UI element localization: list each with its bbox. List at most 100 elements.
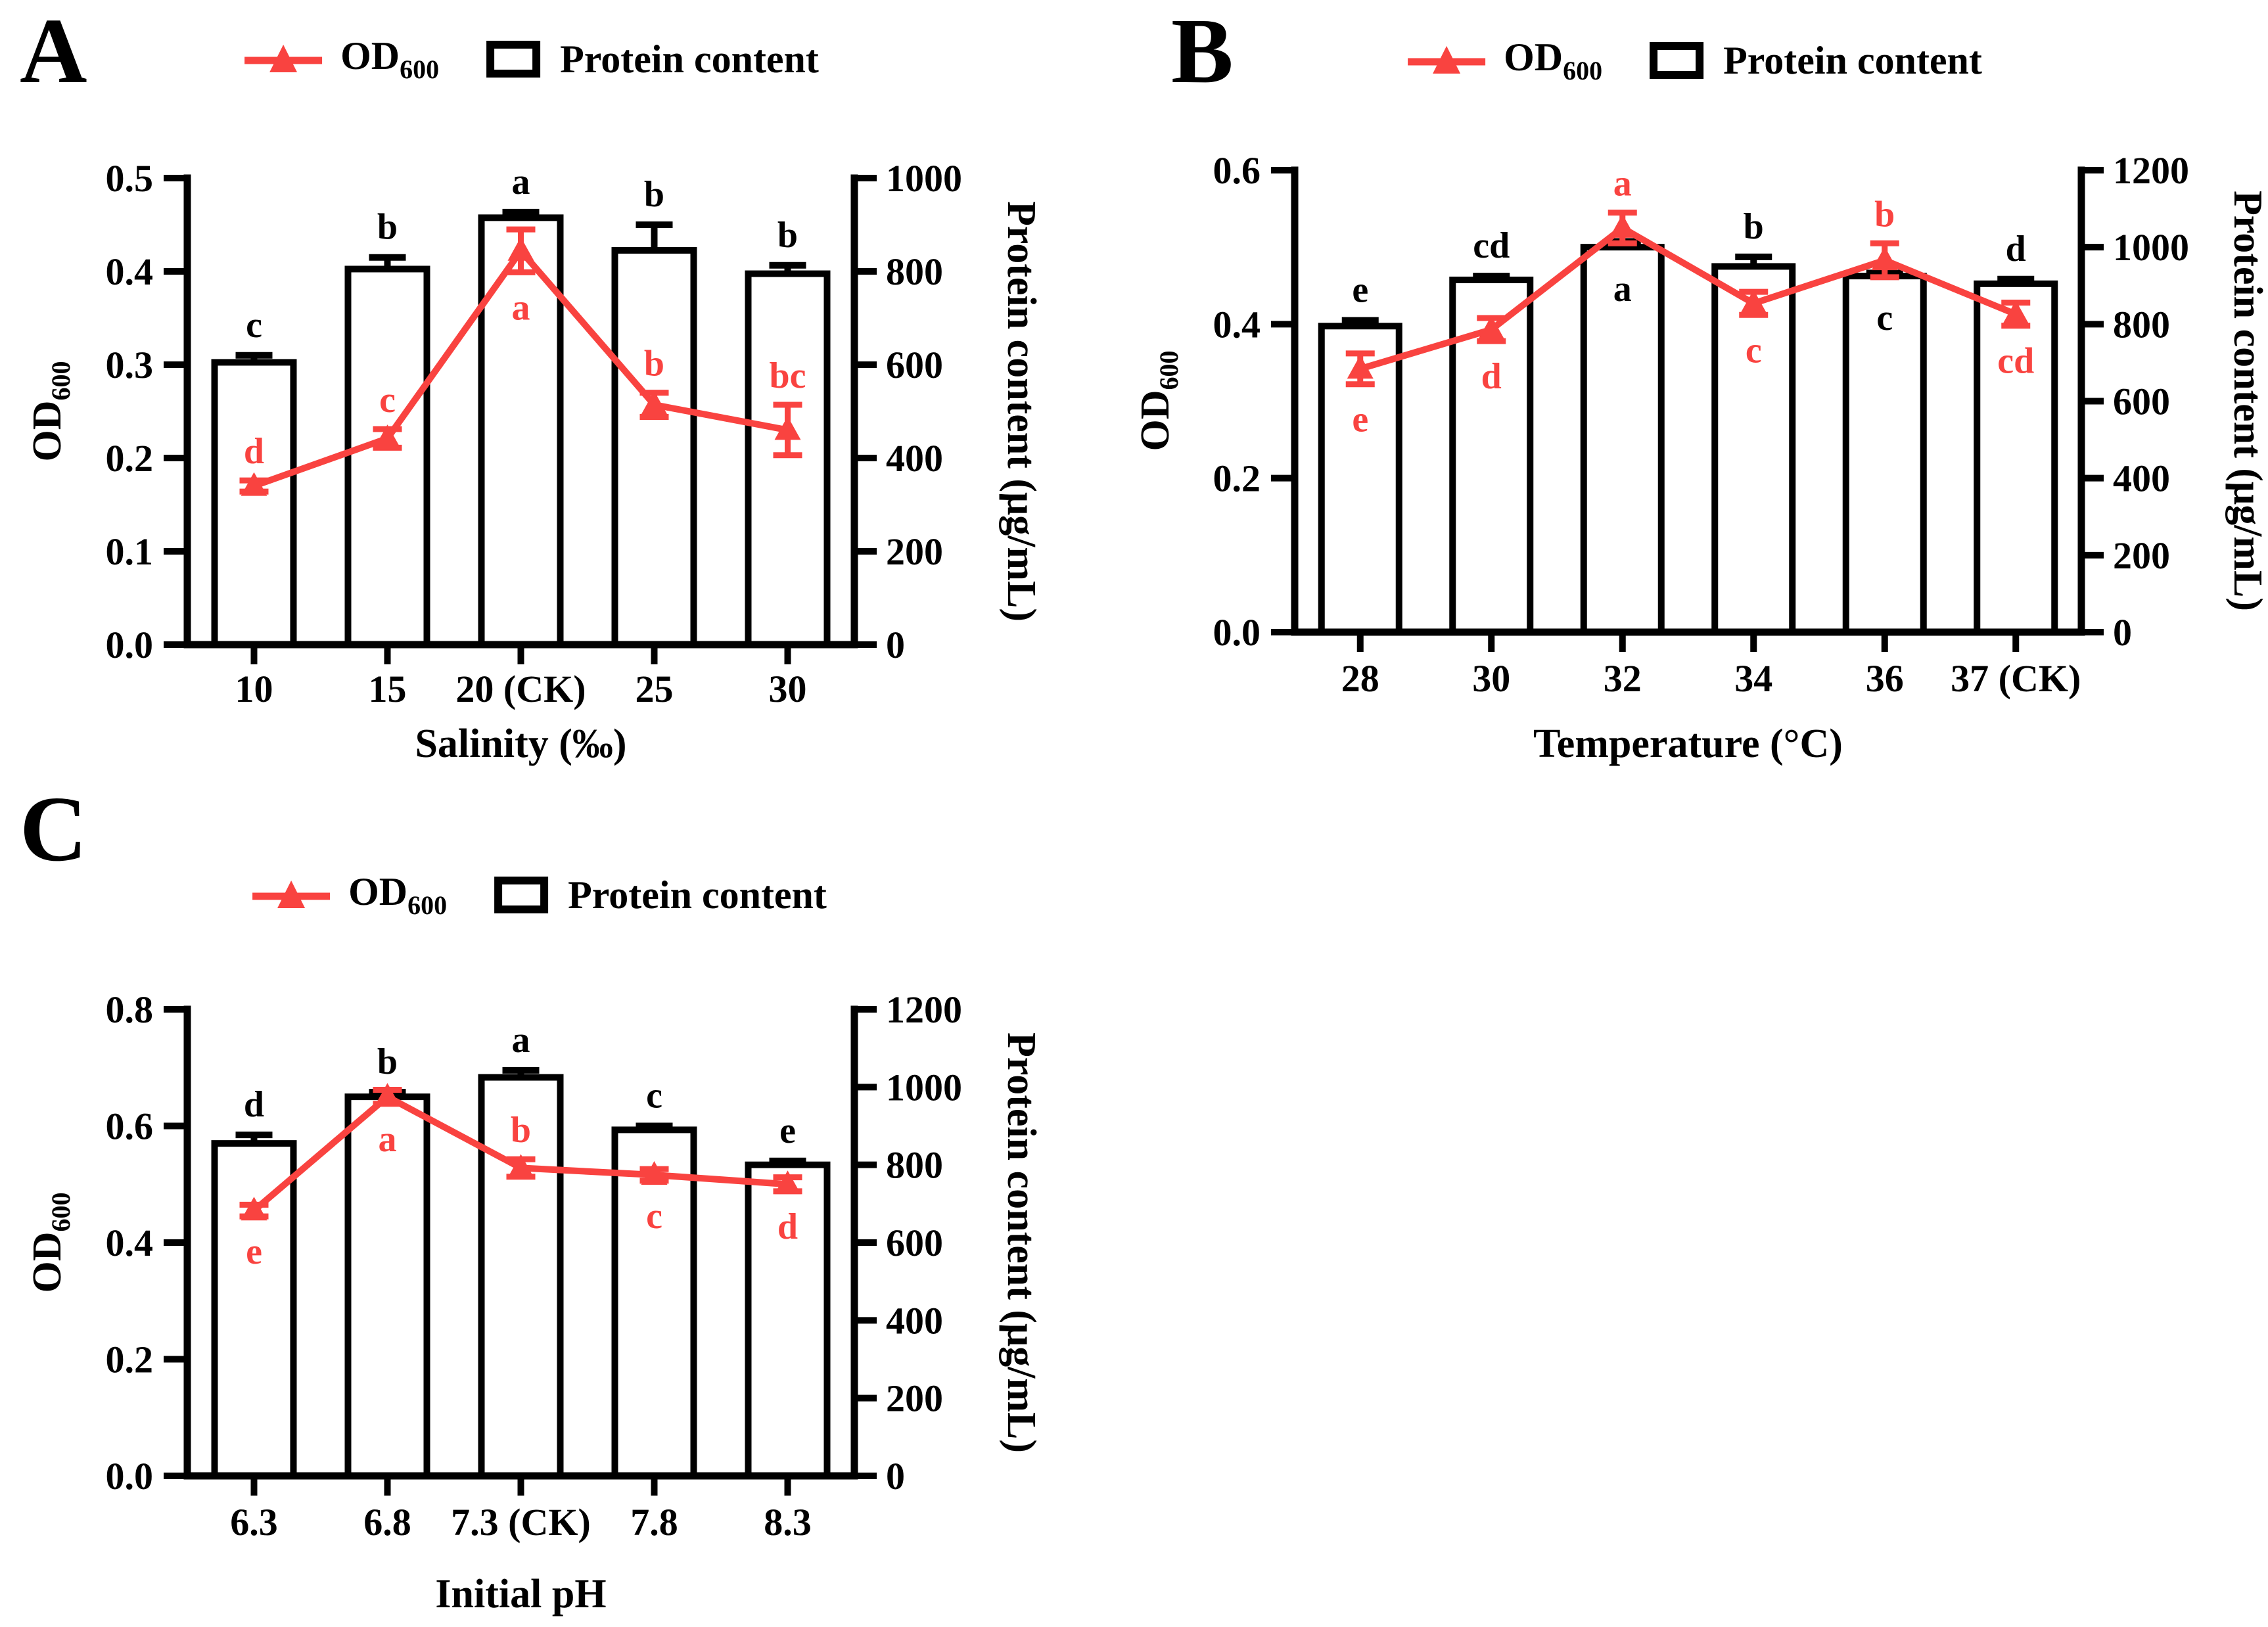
left-axis-tick-label: 0.0 <box>1213 611 1261 654</box>
left-axis-tick-label: 0.8 <box>106 988 154 1031</box>
left-axis-tick-label: 0.0 <box>106 1455 154 1498</box>
bar <box>611 247 697 648</box>
right-axis-tick-label: 0 <box>886 1455 905 1498</box>
od-point-marker <box>1478 315 1505 340</box>
od600-legend-label: OD600 <box>340 34 440 84</box>
od-point-marker <box>2002 300 2029 325</box>
od-point-marker <box>374 424 401 449</box>
od-sig-letter: bc <box>770 355 806 396</box>
right-axis-tick-label: 600 <box>886 344 943 386</box>
x-axis-title: Initial pH <box>435 1572 606 1616</box>
x-tick-label: 6.8 <box>363 1501 411 1544</box>
x-axis-title: Temperature (°C) <box>1533 722 1843 766</box>
right-axis-tick-label: 800 <box>886 1144 943 1187</box>
bar-sig-letter: b <box>1744 206 1764 247</box>
bar <box>1842 273 1927 635</box>
protein-legend-swatch-icon <box>486 41 541 78</box>
x-tick-label: 34 <box>1734 657 1772 700</box>
bar-sig-letter: c <box>246 305 262 346</box>
left-axis-tick-label: 0.3 <box>106 344 154 386</box>
x-tick-label: 30 <box>769 668 807 710</box>
od-point-marker <box>507 1154 534 1178</box>
panel-c-letter: C <box>20 777 87 881</box>
right-axis-tick-label: 800 <box>2113 303 2170 346</box>
od-point-marker <box>374 1083 401 1107</box>
x-tick-label: 28 <box>1341 657 1379 700</box>
x-tick-label: 25 <box>636 668 674 710</box>
od-point-marker <box>641 391 668 415</box>
right-axis-tick-label: 800 <box>886 250 943 293</box>
od-point-marker <box>241 1197 267 1221</box>
bar-sig-letter: c <box>1876 298 1893 338</box>
x-axis-title: Salinity (‰) <box>415 722 626 766</box>
panel-b-legend: OD600 Protein content <box>1406 35 1982 86</box>
x-tick-label: 8.3 <box>764 1501 812 1544</box>
right-axis-tick-label: 200 <box>886 1377 943 1420</box>
od600-legend-marker-icon <box>252 881 331 908</box>
left-axis-tick-label: 0.2 <box>1213 457 1261 500</box>
od-sig-letter: c <box>1746 330 1762 371</box>
right-axis-tick-label: 600 <box>886 1222 943 1264</box>
bar <box>1711 263 1796 636</box>
bar-sig-letter: e <box>779 1111 796 1151</box>
protein-legend-label: Protein content <box>560 37 819 81</box>
right-axis-title: Protein content (μg/mL) <box>999 201 1044 622</box>
left-axis-tick-label: 0.5 <box>106 157 154 200</box>
protein-legend-label: Protein content <box>1723 38 1982 82</box>
x-tick-label: 30 <box>1472 657 1510 700</box>
od-sig-letter: d <box>244 431 264 472</box>
bar-sig-letter: d <box>2006 229 2026 269</box>
panel-a-plot: c b a b b d c a b bc 0.0 0.1 0.2 0.3 0.4 0.5 0 200 400 600 8… <box>25 157 1044 766</box>
x-tick-label: 36 <box>1866 657 1904 700</box>
od-sig-letter: e <box>1352 400 1368 440</box>
left-axis-tick-label: 0.6 <box>106 1105 154 1148</box>
od-sig-letter: d <box>1481 356 1502 397</box>
x-tick-label: 6.3 <box>230 1501 278 1544</box>
right-axis-tick-label: 0 <box>2113 611 2132 654</box>
bar <box>211 1140 297 1479</box>
x-tick-label: 7.3 (CK) <box>451 1501 591 1544</box>
od-sig-letter: a <box>512 287 530 328</box>
left-axis-tick-label: 0.4 <box>1213 303 1261 346</box>
bar <box>478 1074 564 1479</box>
right-axis-tick-label: 1000 <box>886 157 962 200</box>
bar <box>1974 280 2058 635</box>
bar-sig-letter: a <box>512 162 530 202</box>
right-axis-tick-label: 400 <box>886 1299 943 1342</box>
right-axis-tick-label: 400 <box>2113 457 2170 500</box>
right-axis-tick-label: 1000 <box>886 1066 962 1109</box>
bar-sig-letter: e <box>1352 269 1368 310</box>
od-point-marker <box>1609 214 1636 238</box>
bar-sig-letter: c <box>646 1076 662 1116</box>
protein-legend-swatch-icon <box>1650 42 1704 79</box>
od-sig-letter: a <box>379 1119 397 1160</box>
left-axis-tick-label: 0.4 <box>106 250 154 293</box>
right-axis-tick-label: 400 <box>886 437 943 480</box>
od600-legend-label: OD600 <box>348 870 448 920</box>
od-sig-letter: cd <box>1997 341 2034 382</box>
left-axis-tick-label: 0.0 <box>106 624 154 666</box>
left-axis-tick-label: 0.6 <box>1213 149 1261 192</box>
od-sig-letter: c <box>379 380 396 421</box>
od-sig-letter: e <box>246 1231 262 1272</box>
right-axis-tick-label: 1200 <box>2113 149 2189 192</box>
left-axis-title: OD600 <box>1133 351 1184 451</box>
x-tick-label: 15 <box>369 668 407 710</box>
right-axis-tick-label: 200 <box>2113 534 2170 577</box>
right-axis-tick-label: 1200 <box>886 988 962 1031</box>
bar-sig-letter: d <box>244 1084 264 1125</box>
od-sig-letter: b <box>1874 194 1895 235</box>
od-sig-letter: b <box>644 344 664 384</box>
od600-legend-marker-icon <box>244 45 323 72</box>
bar-sig-letter: b <box>377 1042 398 1082</box>
bar-sig-letter: b <box>644 174 664 215</box>
panel-c-legend: OD600 Protein content <box>251 869 827 921</box>
left-axis-tick-label: 0.4 <box>106 1222 154 1264</box>
bar-sig-letter: b <box>377 207 398 248</box>
right-axis-title: Protein content (μg/mL) <box>999 1032 1044 1453</box>
protein-legend-label: Protein content <box>568 873 827 917</box>
right-axis-tick-label: 600 <box>2113 380 2170 423</box>
